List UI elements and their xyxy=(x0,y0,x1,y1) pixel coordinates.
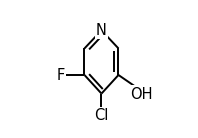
Text: OH: OH xyxy=(131,87,153,102)
Text: Cl: Cl xyxy=(94,108,109,123)
Text: N: N xyxy=(96,23,107,38)
Text: F: F xyxy=(57,67,65,83)
